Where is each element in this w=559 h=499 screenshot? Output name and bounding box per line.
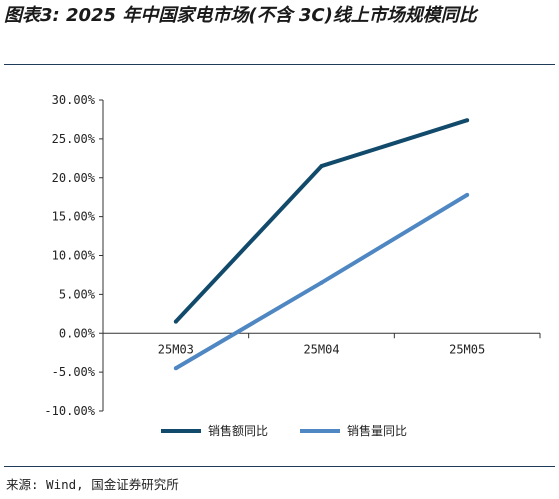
x-axis: 25M03 25M04 25M05 [102, 332, 541, 356]
y-tick-label: 30.00% [52, 93, 96, 107]
figure-title: 图表3: 2025 年中国家电市场(不含 3C)线上市场规模同比 [4, 5, 477, 26]
series-2-point [319, 280, 324, 285]
x-tick-label: 25M05 [449, 342, 485, 356]
y-tick-label: 5.00% [59, 287, 96, 301]
title-rule [4, 64, 555, 65]
legend-label-2: 销售量同比 [347, 423, 407, 438]
y-tick-label: 15.00% [52, 210, 96, 224]
y-tick-label: -5.00% [52, 365, 96, 379]
y-tick-label: 10.00% [52, 249, 96, 263]
series-2-point [173, 366, 178, 371]
series-1-point [319, 164, 324, 169]
series-lines [173, 118, 470, 371]
y-axis: 30.00% 25.00% 20.00% 15.00% 10.00% 5.00% 0.00%… [44, 93, 104, 418]
source-rule [4, 466, 555, 467]
x-tick-label: 25M03 [158, 342, 194, 356]
y-tick-label: 0.00% [59, 326, 96, 340]
y-tick-label: 25.00% [52, 132, 96, 146]
x-tick-label: 25M04 [303, 342, 339, 356]
y-tick-label: -10.00% [44, 404, 95, 418]
series-2-point [465, 192, 470, 197]
series-1-point [173, 319, 178, 324]
series-1-point [465, 118, 470, 123]
y-tick-label: 20.00% [52, 171, 96, 185]
legend: 销售额同比 销售量同比 [161, 423, 407, 438]
legend-label-1: 销售额同比 [208, 423, 268, 438]
source-note: 来源: Wind, 国金证券研究所 [6, 477, 179, 492]
